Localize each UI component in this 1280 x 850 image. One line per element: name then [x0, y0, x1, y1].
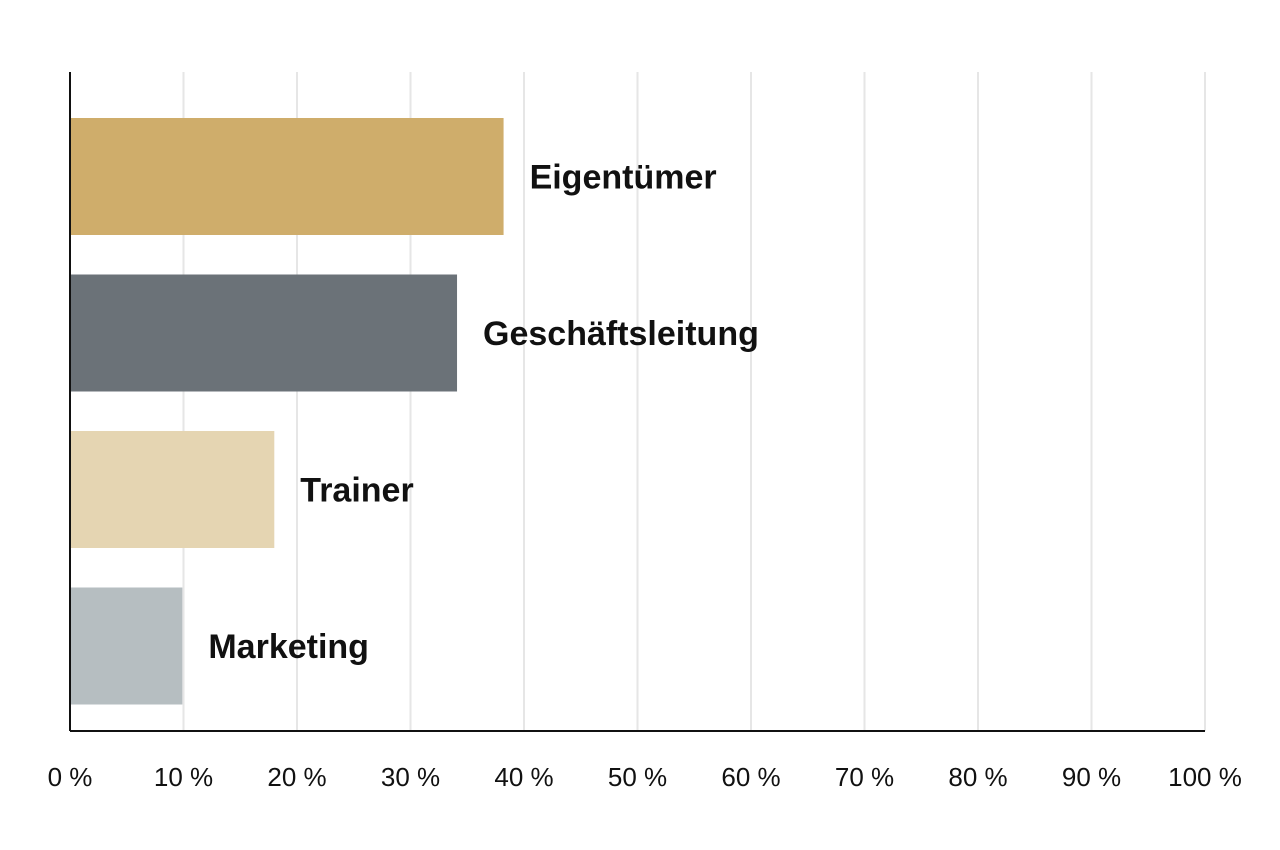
x-tick-label: 90 %	[1062, 762, 1121, 792]
x-tick-label: 20 %	[267, 762, 326, 792]
bar-label: Geschäftsleitung	[483, 315, 759, 353]
x-tick-label: 60 %	[721, 762, 780, 792]
x-tick-label: 70 %	[835, 762, 894, 792]
bar-1	[70, 274, 458, 392]
x-tick-label: 30 %	[381, 762, 440, 792]
bar-label: Marketing	[208, 628, 369, 666]
bar-label: Trainer	[300, 472, 413, 510]
bar-label: Eigentümer	[530, 159, 717, 197]
bar-0	[70, 118, 504, 235]
bar-3	[70, 587, 183, 705]
x-tick-label: 80 %	[948, 762, 1007, 792]
x-tick-label: 40 %	[494, 762, 553, 792]
x-tick-label: 100 %	[1168, 762, 1242, 792]
bar-2	[70, 431, 275, 548]
bars	[70, 118, 504, 705]
x-tick-label: 50 %	[608, 762, 667, 792]
bar-labels: Eigentümer Geschäftsleitung Trainer Marketi…	[208, 159, 759, 667]
axes	[69, 72, 1205, 732]
x-tick-label: 0 %	[48, 762, 93, 792]
x-tick-label: 10 %	[154, 762, 213, 792]
x-tick-labels: 0 % 10 % 20 % 30 % 40 % 50 % 60 % 70 % 80 % 90 % 1…	[48, 762, 1242, 792]
